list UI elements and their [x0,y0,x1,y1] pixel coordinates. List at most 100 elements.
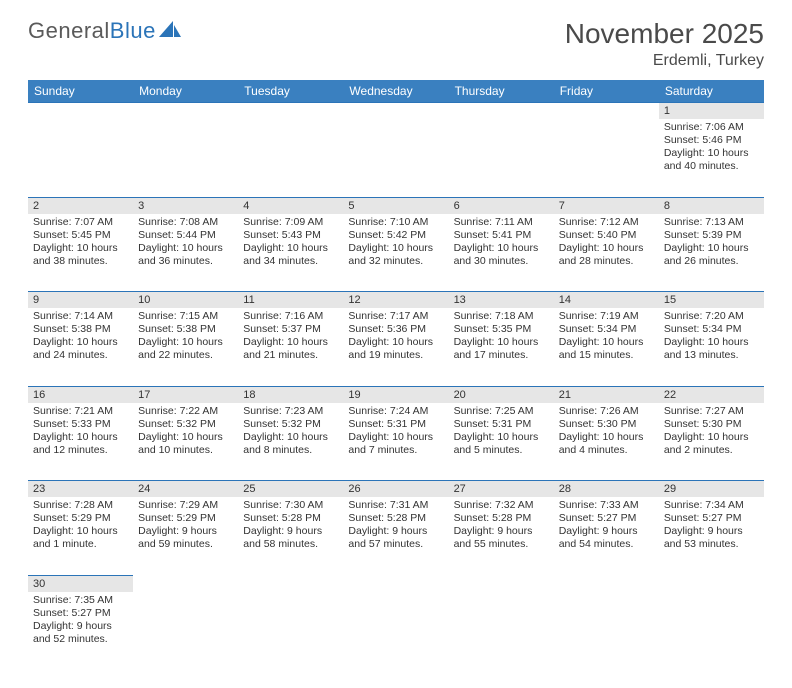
day-cell: Sunrise: 7:17 AMSunset: 5:36 PMDaylight:… [343,308,448,386]
day-cell: Sunrise: 7:33 AMSunset: 5:27 PMDaylight:… [554,497,659,575]
empty-cell [238,592,343,670]
empty-cell [449,575,554,592]
sunset-text: Sunset: 5:28 PM [454,512,549,525]
day-content: Sunrise: 7:10 AMSunset: 5:42 PMDaylight:… [343,214,448,275]
day-number-cell: 1 [659,103,764,120]
sunset-text: Sunset: 5:32 PM [243,418,338,431]
day-cell: Sunrise: 7:10 AMSunset: 5:42 PMDaylight:… [343,214,448,292]
sunset-text: Sunset: 5:32 PM [138,418,233,431]
empty-cell [133,103,238,120]
day-number: 4 [238,198,343,214]
day-number: 1 [659,103,764,119]
daynum-row: 2345678 [28,197,764,214]
day-number-cell: 11 [238,292,343,309]
sunrise-text: Sunrise: 7:35 AM [33,594,128,607]
day-number: 12 [343,292,448,308]
day-number: 7 [554,198,659,214]
day-cell: Sunrise: 7:20 AMSunset: 5:34 PMDaylight:… [659,308,764,386]
empty-cell [133,592,238,670]
daylight-text: Daylight: 10 hours and 5 minutes. [454,431,549,457]
sunrise-text: Sunrise: 7:27 AM [664,405,759,418]
sunset-text: Sunset: 5:41 PM [454,229,549,242]
empty-cell [133,575,238,592]
day-content: Sunrise: 7:32 AMSunset: 5:28 PMDaylight:… [449,497,554,558]
day-number: 5 [343,198,448,214]
day-cell: Sunrise: 7:32 AMSunset: 5:28 PMDaylight:… [449,497,554,575]
day-content: Sunrise: 7:29 AMSunset: 5:29 PMDaylight:… [133,497,238,558]
day-number-cell: 17 [133,386,238,403]
empty-cell [554,103,659,120]
day-content: Sunrise: 7:12 AMSunset: 5:40 PMDaylight:… [554,214,659,275]
sunset-text: Sunset: 5:34 PM [559,323,654,336]
page-title: November 2025 [565,18,764,50]
sunrise-text: Sunrise: 7:13 AM [664,216,759,229]
day-cell: Sunrise: 7:09 AMSunset: 5:43 PMDaylight:… [238,214,343,292]
day-cell: Sunrise: 7:35 AMSunset: 5:27 PMDaylight:… [28,592,133,670]
day-number: 26 [343,481,448,497]
day-content: Sunrise: 7:34 AMSunset: 5:27 PMDaylight:… [659,497,764,558]
day-number: 2 [28,198,133,214]
day-number-cell: 6 [449,197,554,214]
day-number: 23 [28,481,133,497]
content-row: Sunrise: 7:35 AMSunset: 5:27 PMDaylight:… [28,592,764,670]
content-row: Sunrise: 7:06 AMSunset: 5:46 PMDaylight:… [28,119,764,197]
daylight-text: Daylight: 9 hours and 55 minutes. [454,525,549,551]
day-content: Sunrise: 7:19 AMSunset: 5:34 PMDaylight:… [554,308,659,369]
day-content: Sunrise: 7:16 AMSunset: 5:37 PMDaylight:… [238,308,343,369]
weekday-header: Sunday [28,80,133,103]
daylight-text: Daylight: 10 hours and 12 minutes. [33,431,128,457]
sunset-text: Sunset: 5:29 PM [33,512,128,525]
sunrise-text: Sunrise: 7:31 AM [348,499,443,512]
daylight-text: Daylight: 10 hours and 24 minutes. [33,336,128,362]
day-number-cell: 23 [28,481,133,498]
day-content: Sunrise: 7:35 AMSunset: 5:27 PMDaylight:… [28,592,133,653]
daylight-text: Daylight: 10 hours and 36 minutes. [138,242,233,268]
day-content: Sunrise: 7:14 AMSunset: 5:38 PMDaylight:… [28,308,133,369]
day-content: Sunrise: 7:11 AMSunset: 5:41 PMDaylight:… [449,214,554,275]
day-number-cell: 29 [659,481,764,498]
day-content: Sunrise: 7:23 AMSunset: 5:32 PMDaylight:… [238,403,343,464]
logo: GeneralBlue [28,18,181,44]
day-cell: Sunrise: 7:06 AMSunset: 5:46 PMDaylight:… [659,119,764,197]
day-number-cell: 30 [28,575,133,592]
empty-cell [449,119,554,197]
day-number-cell: 7 [554,197,659,214]
sunset-text: Sunset: 5:27 PM [559,512,654,525]
daylight-text: Daylight: 10 hours and 13 minutes. [664,336,759,362]
sunset-text: Sunset: 5:28 PM [243,512,338,525]
day-cell: Sunrise: 7:18 AMSunset: 5:35 PMDaylight:… [449,308,554,386]
day-number-cell: 16 [28,386,133,403]
day-number-cell: 27 [449,481,554,498]
empty-cell [238,103,343,120]
sunrise-text: Sunrise: 7:28 AM [33,499,128,512]
weekday-header: Tuesday [238,80,343,103]
day-content: Sunrise: 7:08 AMSunset: 5:44 PMDaylight:… [133,214,238,275]
sunrise-text: Sunrise: 7:16 AM [243,310,338,323]
content-row: Sunrise: 7:21 AMSunset: 5:33 PMDaylight:… [28,403,764,481]
daynum-row: 9101112131415 [28,292,764,309]
daylight-text: Daylight: 9 hours and 54 minutes. [559,525,654,551]
sunset-text: Sunset: 5:38 PM [33,323,128,336]
day-number-cell: 13 [449,292,554,309]
day-content: Sunrise: 7:27 AMSunset: 5:30 PMDaylight:… [659,403,764,464]
day-content: Sunrise: 7:26 AMSunset: 5:30 PMDaylight:… [554,403,659,464]
day-content: Sunrise: 7:17 AMSunset: 5:36 PMDaylight:… [343,308,448,369]
sunset-text: Sunset: 5:31 PM [348,418,443,431]
sunset-text: Sunset: 5:39 PM [664,229,759,242]
day-cell: Sunrise: 7:34 AMSunset: 5:27 PMDaylight:… [659,497,764,575]
daynum-row: 16171819202122 [28,386,764,403]
day-number-cell: 18 [238,386,343,403]
day-cell: Sunrise: 7:08 AMSunset: 5:44 PMDaylight:… [133,214,238,292]
header: GeneralBlue November 2025 Erdemli, Turke… [28,18,764,70]
content-row: Sunrise: 7:14 AMSunset: 5:38 PMDaylight:… [28,308,764,386]
sunset-text: Sunset: 5:35 PM [454,323,549,336]
day-number: 3 [133,198,238,214]
daylight-text: Daylight: 9 hours and 57 minutes. [348,525,443,551]
daylight-text: Daylight: 10 hours and 19 minutes. [348,336,443,362]
weekday-header: Friday [554,80,659,103]
weekday-header: Wednesday [343,80,448,103]
day-content: Sunrise: 7:18 AMSunset: 5:35 PMDaylight:… [449,308,554,369]
daylight-text: Daylight: 9 hours and 58 minutes. [243,525,338,551]
day-cell: Sunrise: 7:15 AMSunset: 5:38 PMDaylight:… [133,308,238,386]
daynum-row: 30 [28,575,764,592]
